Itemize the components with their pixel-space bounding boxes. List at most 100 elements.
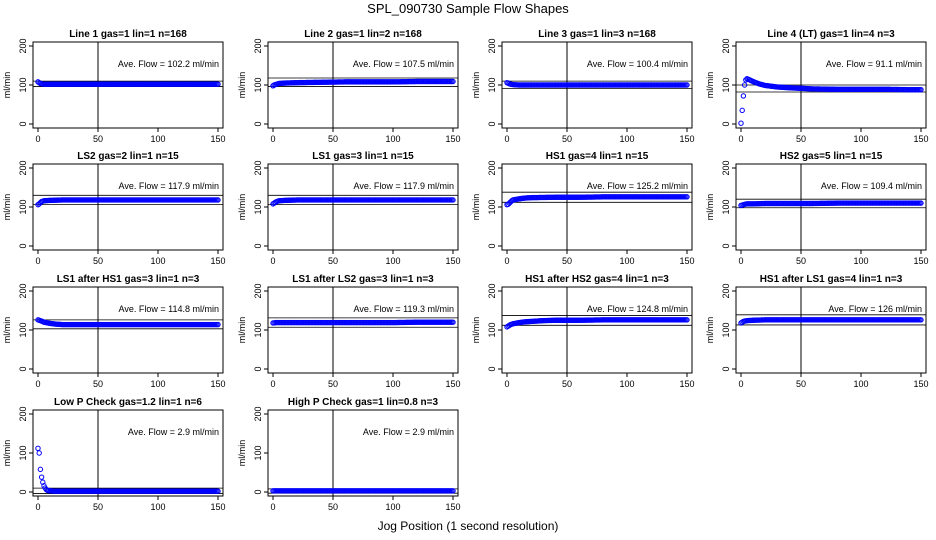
data-point: [36, 450, 42, 456]
data-points: [504, 79, 690, 88]
x-tick-label: 50: [93, 379, 103, 389]
y-tick-label: 200: [253, 160, 263, 175]
y-axis-label: ml/min: [2, 317, 12, 344]
x-tick-label: 100: [385, 379, 400, 389]
average-flow-annotation: Ave. Flow = 126 ml/min: [828, 304, 922, 314]
plot-frame: [501, 163, 693, 251]
x-tick-label: 150: [679, 256, 694, 266]
y-tick-label: 100: [18, 77, 28, 92]
x-tick-label: 50: [562, 379, 572, 389]
y-axis-label: ml/min: [471, 72, 481, 99]
x-tick-label: 50: [562, 134, 572, 144]
x-tick-label: 50: [328, 379, 338, 389]
y-tick-label: 200: [18, 283, 28, 298]
x-tick-label: 0: [270, 502, 275, 512]
panel-8: HS2 gas=5 lin=1 n=15 0 50 100 150 0 100 200 ml/m…: [705, 151, 929, 266]
x-tick-label: 0: [504, 256, 509, 266]
average-flow-annotation: Ave. Flow = 2.9 ml/min: [128, 427, 219, 437]
plot-frame: [32, 163, 224, 251]
average-flow-annotation: Ave. Flow = 119.3 ml/min: [354, 304, 454, 314]
panel-title: HS1 after LS1 gas=4 lin=1 n=3: [760, 274, 903, 285]
x-tick-label: 0: [738, 379, 743, 389]
y-tick-label: 200: [487, 283, 497, 298]
x-tick-label: 150: [210, 379, 225, 389]
panel-2: Line 2 gas=1 lin=2 n=168 0 50 100 150 0 100 200…: [237, 29, 461, 144]
x-tick-label: 0: [504, 134, 509, 144]
y-tick-label: 100: [253, 445, 263, 460]
plot-frame: [267, 409, 459, 497]
x-tick-label: 150: [210, 134, 225, 144]
data-point: [738, 120, 744, 126]
y-tick-label: 200: [487, 38, 497, 53]
plot-frame: [32, 409, 224, 497]
x-tick-label: 150: [913, 379, 928, 389]
data-point: [215, 197, 221, 203]
x-tick-label: 100: [619, 256, 634, 266]
panel-11: HS1 after HS2 gas=4 lin=1 n=3 0 50 100 150 0 1…: [471, 274, 695, 389]
x-tick-label: 100: [619, 379, 634, 389]
panel-title: LS1 after LS2 gas=3 lin=1 n=3: [292, 274, 434, 285]
average-flow-annotation: Ave. Flow = 102.2 ml/min: [118, 59, 219, 69]
x-tick-label: 150: [679, 134, 694, 144]
y-tick-label: 200: [721, 283, 731, 298]
data-points: [270, 197, 456, 207]
average-flow-annotation: Ave. Flow = 100.4 ml/min: [587, 59, 688, 69]
panel-6: LS1 gas=3 lin=1 n=15 0 50 100 150 0 100 200 ml/m…: [237, 151, 461, 266]
y-tick-label: 200: [253, 283, 263, 298]
data-point: [215, 81, 221, 87]
data-point: [918, 86, 924, 93]
x-tick-label: 150: [445, 256, 460, 266]
y-tick-label: 200: [18, 406, 28, 421]
y-tick-label: 100: [253, 77, 263, 92]
x-tick-label: 100: [150, 502, 165, 512]
average-flow-annotation: Ave. Flow = 2.9 ml/min: [363, 427, 454, 437]
panel-title: LS1 after HS1 gas=3 lin=1 n=3: [57, 274, 200, 285]
x-tick-label: 150: [445, 502, 460, 512]
x-tick-label: 100: [853, 379, 868, 389]
x-tick-label: 100: [385, 134, 400, 144]
y-tick-label: 100: [721, 322, 731, 337]
x-tick-label: 100: [385, 256, 400, 266]
panel-title: Low P Check gas=1.2 lin=1 n=6: [54, 397, 202, 408]
x-tick-label: 100: [853, 256, 868, 266]
y-axis-label: ml/min: [2, 72, 12, 99]
x-tick-label: 150: [913, 256, 928, 266]
x-tick-label: 0: [270, 134, 275, 144]
x-tick-label: 50: [796, 379, 806, 389]
y-tick-label: 0: [487, 243, 497, 248]
y-axis-label: ml/min: [2, 194, 12, 221]
x-tick-label: 150: [210, 502, 225, 512]
y-tick-label: 100: [487, 77, 497, 92]
plot-frame: [735, 163, 927, 251]
plot-frame: [267, 163, 459, 251]
data-point: [684, 194, 690, 200]
y-tick-label: 100: [253, 322, 263, 337]
y-axis-label: ml/min: [237, 440, 247, 467]
x-tick-label: 0: [35, 256, 40, 266]
data-points: [738, 200, 924, 209]
x-tick-label: 100: [150, 134, 165, 144]
x-tick-label: 0: [738, 256, 743, 266]
y-tick-label: 200: [721, 160, 731, 175]
data-point: [918, 200, 924, 206]
y-axis-label: ml/min: [705, 194, 715, 221]
plot-frame: [32, 286, 224, 374]
x-tick-label: 0: [35, 134, 40, 144]
y-tick-label: 200: [253, 38, 263, 53]
y-tick-label: 0: [721, 366, 731, 371]
y-axis-label: ml/min: [237, 317, 247, 344]
x-tick-label: 0: [270, 379, 275, 389]
x-tick-label: 150: [210, 256, 225, 266]
data-points: [504, 194, 690, 208]
x-tick-label: 50: [796, 256, 806, 266]
panel-title: Line 3 gas=1 lin=3 n=168: [538, 29, 656, 40]
x-tick-label: 150: [445, 379, 460, 389]
panel-14: High P Check gas=1 lin=0.8 n=3 0 50 100 150 0…: [237, 397, 461, 512]
data-point: [215, 321, 221, 328]
y-axis-label: ml/min: [705, 72, 715, 99]
data-point: [684, 82, 690, 88]
y-tick-label: 0: [487, 366, 497, 371]
y-tick-label: 0: [253, 489, 263, 494]
y-tick-label: 0: [18, 243, 28, 248]
y-axis-label: ml/min: [705, 317, 715, 344]
